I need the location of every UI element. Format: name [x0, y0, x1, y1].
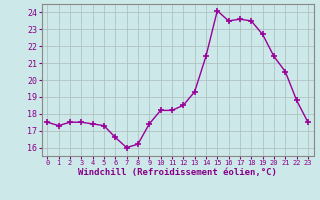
X-axis label: Windchill (Refroidissement éolien,°C): Windchill (Refroidissement éolien,°C) [78, 168, 277, 177]
